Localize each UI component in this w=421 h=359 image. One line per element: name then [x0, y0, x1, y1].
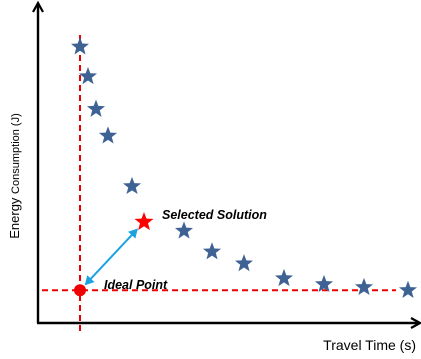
data-point-star — [78, 66, 98, 85]
data-point-star — [354, 277, 374, 296]
ideal-point-label: Ideal Point — [104, 278, 168, 292]
reference-lines — [42, 35, 396, 333]
y-axis-title-small: Consumption (J) — [10, 113, 22, 194]
ideal-point-marker — [74, 284, 86, 297]
selected-solution-star — [134, 211, 154, 231]
y-axis-title-main: Energy — [7, 197, 22, 239]
y-axis-title: Energy Consumption (J) — [7, 113, 22, 239]
data-point-star — [234, 254, 254, 272]
data-point-star — [202, 242, 222, 260]
data-points — [70, 37, 418, 298]
data-point-star — [98, 126, 118, 144]
data-point-star — [86, 99, 106, 117]
x-axis-title: Travel Time (s) — [323, 337, 416, 353]
data-point-star — [274, 268, 294, 287]
connector-layer — [84, 228, 138, 286]
data-point-star — [398, 280, 418, 298]
data-point-star — [122, 176, 142, 195]
data-point-star — [314, 274, 334, 293]
connector-arrow — [84, 228, 138, 286]
data-point-star — [174, 221, 194, 239]
data-point-star — [70, 37, 90, 55]
selected-solution-label: Selected Solution — [162, 208, 267, 222]
axes — [37, 4, 419, 323]
